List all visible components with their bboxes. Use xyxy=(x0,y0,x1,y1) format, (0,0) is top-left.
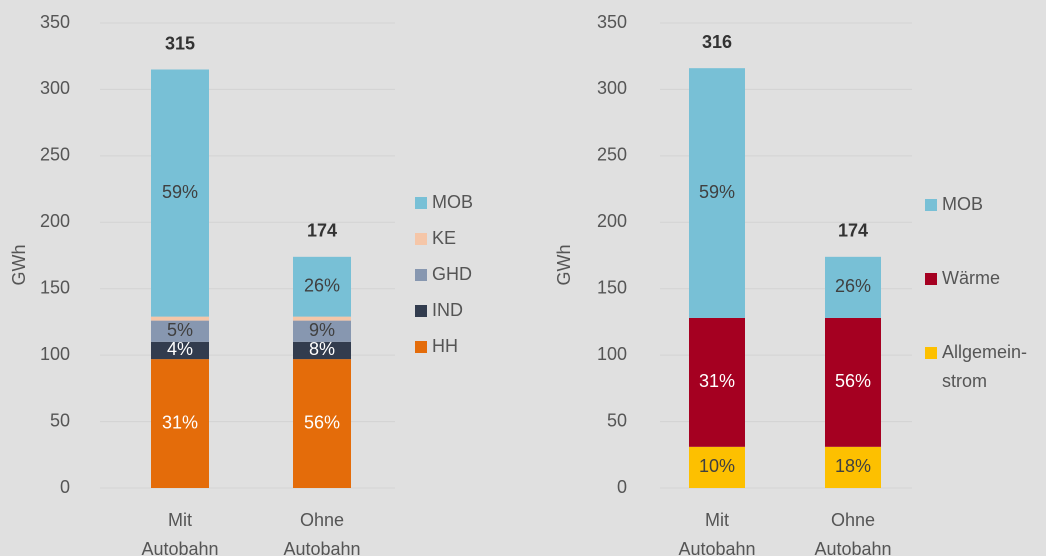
data-label: 56% xyxy=(304,412,340,432)
y-tick-label: 0 xyxy=(60,477,70,497)
y-tick-label: 200 xyxy=(40,211,70,231)
data-label: 26% xyxy=(304,275,340,295)
bar-segment xyxy=(689,68,745,318)
legend-swatch xyxy=(415,269,427,281)
y-tick-label: 200 xyxy=(597,211,627,231)
legend-label: HH xyxy=(432,336,458,356)
bar-segment xyxy=(293,359,351,488)
data-label: 4% xyxy=(167,339,193,359)
legend-swatch xyxy=(415,197,427,209)
data-label: 59% xyxy=(699,182,735,202)
bar-segment xyxy=(825,317,881,447)
legend-label: IND xyxy=(432,300,463,320)
y-tick-label: 150 xyxy=(597,277,627,297)
total-label: 174 xyxy=(838,221,868,241)
data-label: 9% xyxy=(309,320,335,340)
data-label: 18% xyxy=(835,456,871,476)
bar-segment xyxy=(151,320,209,342)
bar-segment xyxy=(151,359,209,488)
y-tick-label: 350 xyxy=(40,12,70,32)
y-axis-label: GWh xyxy=(554,244,574,285)
legend-swatch xyxy=(415,305,427,317)
y-tick-label: 250 xyxy=(40,145,70,165)
data-label: 5% xyxy=(167,320,193,340)
data-label: 31% xyxy=(699,371,735,391)
y-tick-label: 350 xyxy=(597,12,627,32)
legend-label: Wärme xyxy=(942,268,1000,288)
y-tick-label: 0 xyxy=(617,477,627,497)
data-label: 59% xyxy=(162,182,198,202)
bar-segment xyxy=(825,446,881,488)
bar-segment xyxy=(293,341,351,360)
legend-label: Allgemein- strom xyxy=(942,342,1028,391)
bar-segment xyxy=(689,446,745,488)
bar-segment xyxy=(151,316,209,321)
legend-swatch xyxy=(415,233,427,245)
data-label: 8% xyxy=(309,339,335,359)
legend-swatch xyxy=(925,347,937,359)
legend-swatch xyxy=(925,199,937,211)
legend-swatch xyxy=(925,273,937,285)
bar-segment xyxy=(689,317,745,447)
total-label: 315 xyxy=(165,33,195,53)
total-label: 174 xyxy=(307,221,337,241)
total-label: 316 xyxy=(702,32,732,52)
y-tick-label: 100 xyxy=(597,344,627,364)
y-tick-label: 100 xyxy=(40,344,70,364)
data-label: 26% xyxy=(835,276,871,296)
x-tick-label: Ohne Autobahn xyxy=(283,510,361,556)
x-tick-label: Ohne Autobahn xyxy=(814,510,892,556)
legend-label: MOB xyxy=(942,194,984,214)
bar-segment xyxy=(293,320,351,342)
y-tick-label: 50 xyxy=(50,410,70,430)
legend-label: KE xyxy=(432,228,457,248)
y-tick-label: 300 xyxy=(597,78,627,98)
legend-label: GHD xyxy=(432,264,472,284)
bar-segment xyxy=(293,256,351,317)
data-label: 56% xyxy=(835,371,871,391)
data-label: 10% xyxy=(699,456,735,476)
y-tick-label: 250 xyxy=(597,145,627,165)
y-axis-label: GWh xyxy=(9,244,29,285)
legend-swatch xyxy=(415,341,427,353)
y-tick-label: 50 xyxy=(607,410,627,430)
bar-segment xyxy=(293,316,351,321)
data-label: 31% xyxy=(162,412,198,432)
x-tick-label: Mit Autobahn xyxy=(678,510,756,556)
bar-segment xyxy=(825,256,881,318)
bar-segment xyxy=(151,69,209,317)
y-tick-label: 150 xyxy=(40,277,70,297)
y-tick-label: 300 xyxy=(40,78,70,98)
x-tick-label: Mit Autobahn xyxy=(141,510,219,556)
legend-label: MOB xyxy=(432,192,474,212)
bar-segment xyxy=(151,341,209,360)
